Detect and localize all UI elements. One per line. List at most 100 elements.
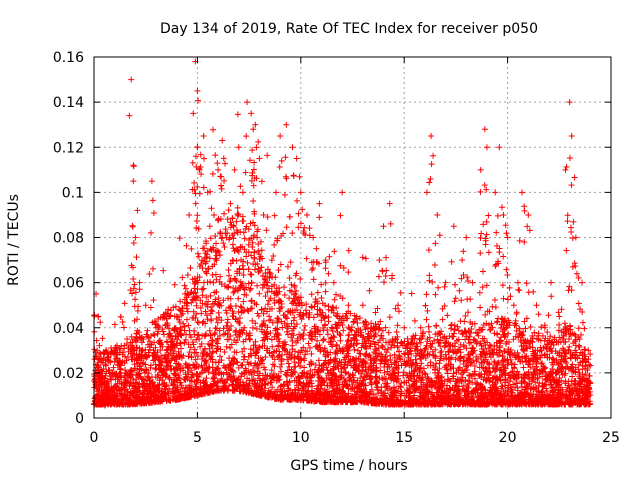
data-point-band <box>457 377 464 384</box>
data-point-band <box>313 245 320 252</box>
data-point-band <box>221 349 228 356</box>
data-point-band <box>160 267 167 274</box>
data-point-band <box>241 235 248 242</box>
data-point-band <box>121 300 128 307</box>
data-point-band <box>275 266 282 273</box>
data-point-band <box>218 235 225 242</box>
data-point-band <box>235 308 242 315</box>
data-point-band <box>225 207 232 214</box>
data-point-band <box>393 329 400 336</box>
data-point-band <box>172 303 179 310</box>
data-point-band <box>342 354 349 361</box>
data-point-band <box>202 320 209 327</box>
data-point-band <box>504 272 511 279</box>
data-point-band <box>176 316 183 323</box>
data-point-band <box>388 344 395 351</box>
data-point-band <box>555 309 562 316</box>
data-point-band <box>225 327 232 334</box>
data-point-band <box>333 342 340 349</box>
data-point-band <box>314 337 321 344</box>
data-point-band <box>249 317 256 324</box>
data-point-band <box>316 331 323 338</box>
data-point-band <box>372 309 379 316</box>
data-point-band <box>199 292 206 299</box>
data-point-band <box>193 302 200 309</box>
data-point-band <box>208 205 215 212</box>
data-point-band <box>254 282 261 289</box>
data-point-band <box>194 376 201 383</box>
data-point-band <box>408 290 415 297</box>
data-point-band <box>260 310 267 317</box>
data-point-band <box>208 317 215 324</box>
data-point-band <box>220 155 227 162</box>
data-point-band <box>287 355 294 362</box>
data-point-band <box>264 301 271 308</box>
data-point-band <box>146 338 153 345</box>
data-point-band <box>412 387 419 394</box>
data-point-band <box>565 336 572 343</box>
data-point-band <box>131 385 138 392</box>
data-point-band <box>480 321 487 328</box>
data-point-band <box>536 380 543 387</box>
data-point-band <box>251 254 258 261</box>
data-point-band <box>136 286 143 293</box>
data-point-band <box>442 351 449 358</box>
data-point-band <box>145 334 152 341</box>
data-point-band <box>586 372 593 379</box>
data-point-band <box>487 327 494 334</box>
data-point-band <box>423 342 430 349</box>
data-point-band <box>264 289 271 296</box>
data-point-band <box>385 329 392 336</box>
data-point-band <box>471 363 478 370</box>
data-point-band <box>346 325 353 332</box>
data-point-band <box>246 287 253 294</box>
data-point-band <box>303 301 310 308</box>
data-point-band <box>147 304 154 311</box>
data-point-band <box>378 342 385 349</box>
data-point-band <box>248 298 255 305</box>
data-point-band <box>360 319 367 326</box>
data-point-band <box>288 320 295 327</box>
data-point-band <box>218 302 225 309</box>
data-point-band <box>395 308 402 315</box>
data-point-band <box>284 356 291 363</box>
data-point-band <box>241 345 248 352</box>
data-point-band <box>119 318 126 325</box>
data-point-band <box>247 271 254 278</box>
data-point-band <box>351 346 358 353</box>
data-point-band <box>281 291 288 298</box>
data-point-band <box>224 216 231 223</box>
data-point-band <box>187 344 194 351</box>
data-point-band <box>331 296 338 303</box>
data-point-band <box>230 245 237 252</box>
data-point-band <box>255 313 262 320</box>
data-point-band <box>193 225 200 232</box>
data-point-band <box>302 307 309 314</box>
data-point-band <box>491 297 498 304</box>
data-point-band <box>286 275 293 282</box>
data-point-band <box>323 374 330 381</box>
data-point-band <box>248 297 255 304</box>
data-point-band <box>215 309 222 316</box>
data-point-band <box>144 327 151 334</box>
data-point-band <box>113 351 120 358</box>
data-point-band <box>539 360 546 367</box>
data-point-band <box>465 277 472 284</box>
data-point-band <box>312 361 319 368</box>
data-point-band <box>108 345 115 352</box>
data-point-band <box>350 342 357 349</box>
data-point-band <box>448 321 455 328</box>
data-point-band <box>251 369 258 376</box>
data-point-band <box>248 252 255 259</box>
data-point-band <box>166 325 173 332</box>
data-point-band <box>267 270 274 277</box>
data-point-band <box>520 364 527 371</box>
data-point-band <box>487 326 494 333</box>
data-point-band <box>207 292 214 299</box>
data-point-band <box>209 170 216 177</box>
data-point-band <box>203 294 210 301</box>
data-point-band <box>93 337 100 344</box>
data-point-band <box>217 346 224 353</box>
data-point-band <box>539 373 546 380</box>
